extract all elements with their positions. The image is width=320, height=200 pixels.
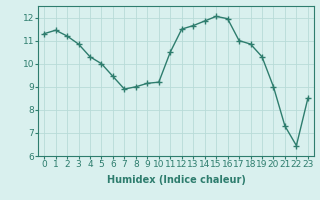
- X-axis label: Humidex (Indice chaleur): Humidex (Indice chaleur): [107, 175, 245, 185]
